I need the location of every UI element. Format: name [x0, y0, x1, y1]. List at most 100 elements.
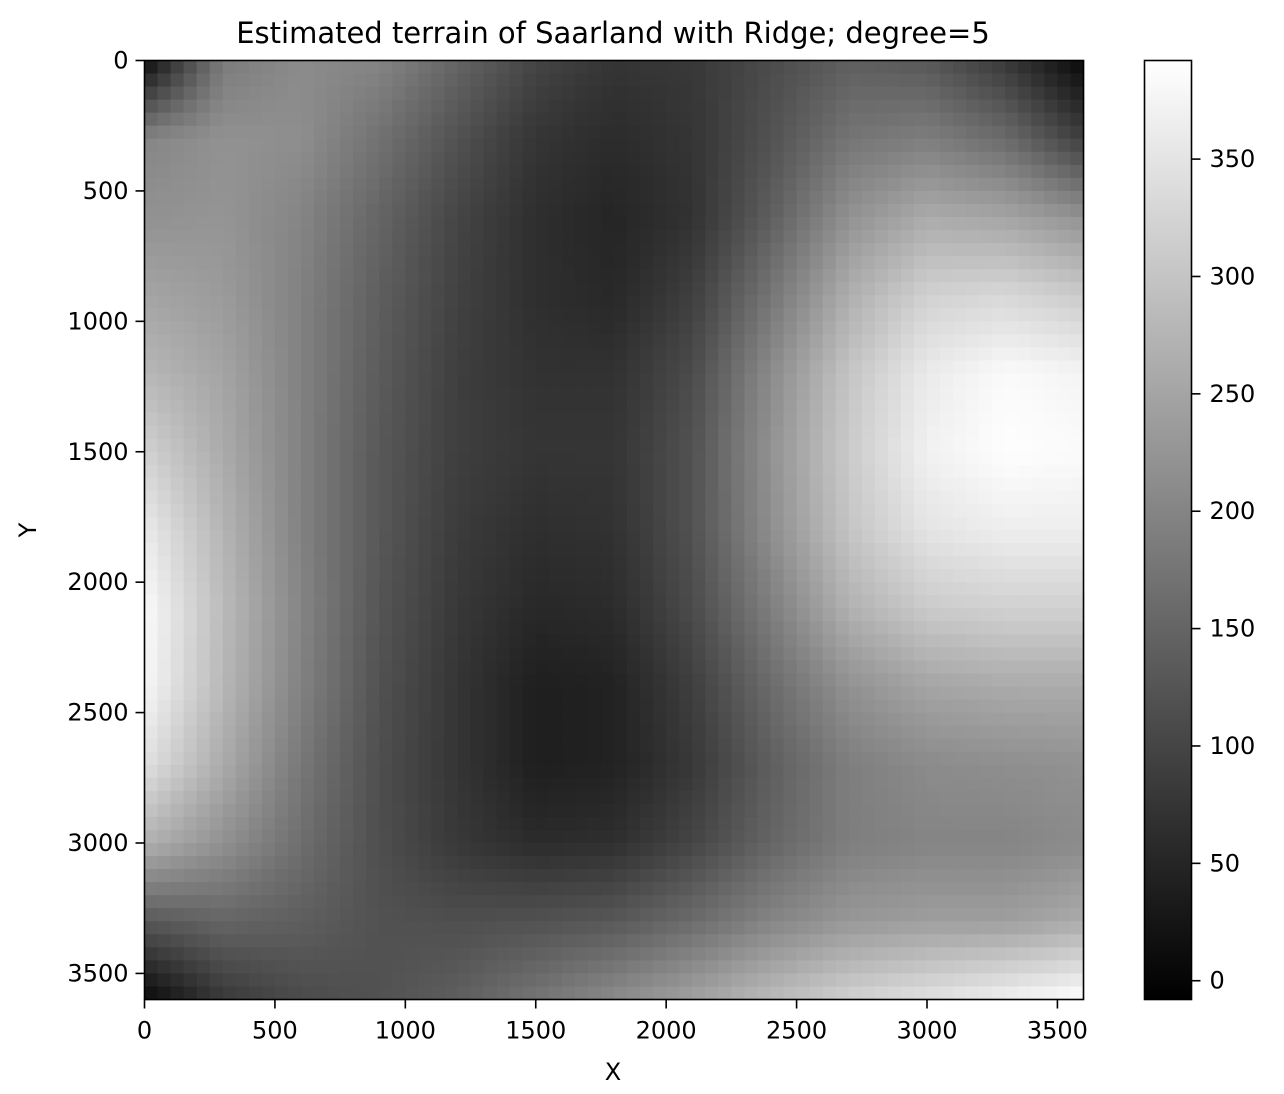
- heatmap-cell: [913, 947, 928, 961]
- heatmap-cell: [783, 282, 798, 296]
- heatmap-cell: [679, 908, 693, 922]
- heatmap-cell: [287, 725, 302, 740]
- heatmap-cell: [209, 582, 224, 596]
- heatmap-cell: [431, 125, 446, 140]
- heatmap-cell: [1005, 843, 1019, 857]
- heatmap-cell: [287, 608, 302, 622]
- heatmap-cell: [1044, 243, 1059, 257]
- heatmap-cell: [913, 334, 928, 349]
- heatmap-cell: [379, 869, 393, 883]
- heatmap-cell: [1005, 360, 1019, 375]
- heatmap-cell: [1005, 569, 1019, 583]
- heatmap-cell: [353, 177, 367, 192]
- heatmap-cell: [235, 308, 250, 322]
- heatmap-cell: [522, 438, 537, 453]
- heatmap-cell: [405, 856, 419, 870]
- heatmap-cell: [340, 321, 354, 335]
- heatmap-cell: [353, 595, 367, 609]
- heatmap-cell: [887, 60, 902, 75]
- heatmap-cell: [183, 777, 198, 792]
- heatmap-cell: [770, 803, 785, 818]
- heatmap-cell: [561, 608, 576, 622]
- heatmap-cell: [1018, 177, 1032, 192]
- heatmap-cell: [966, 425, 980, 440]
- heatmap-cell: [953, 321, 967, 335]
- heatmap-cell: [248, 751, 263, 766]
- heatmap-cell: [483, 177, 498, 192]
- heatmap-cell: [392, 125, 406, 140]
- heatmap-cell: [614, 569, 628, 583]
- heatmap-cell: [379, 112, 393, 127]
- heatmap-cell: [379, 582, 393, 596]
- heatmap-cell: [874, 190, 889, 205]
- heatmap-cell: [822, 86, 837, 101]
- heatmap-cell: [992, 334, 1006, 349]
- heatmap-cell: [196, 438, 211, 453]
- heatmap-cell: [483, 203, 498, 218]
- heatmap-cell: [783, 360, 798, 375]
- heatmap-cell: [705, 112, 719, 127]
- heatmap-cell: [809, 660, 824, 675]
- heatmap-cell: [874, 230, 889, 244]
- heatmap-cell: [548, 425, 563, 440]
- heatmap-cell: [966, 647, 980, 662]
- heatmap-cell: [235, 86, 250, 101]
- heatmap-cell: [718, 829, 732, 844]
- heatmap-cell: [718, 647, 732, 662]
- heatmap-cell: [222, 816, 237, 831]
- heatmap-cell: [940, 843, 954, 857]
- heatmap-cell: [170, 295, 185, 309]
- heatmap-cell: [535, 725, 550, 740]
- heatmap-cell: [196, 556, 211, 570]
- heatmap-cell: [966, 738, 980, 753]
- heatmap-cell: [274, 399, 289, 414]
- heatmap-cell: [587, 895, 602, 909]
- heatmap-cell: [835, 425, 850, 440]
- heatmap-cell: [222, 451, 237, 466]
- heatmap-cell: [287, 256, 302, 270]
- heatmap-cell: [366, 608, 380, 622]
- heatmap-cell: [770, 86, 785, 101]
- heatmap-cell: [235, 921, 250, 935]
- heatmap-cell: [340, 503, 354, 518]
- heatmap-cell: [444, 386, 459, 401]
- heatmap-cell: [705, 530, 719, 544]
- heatmap-cell: [314, 451, 328, 466]
- heatmap-cell: [1031, 425, 1045, 440]
- heatmap-cell: [457, 177, 472, 192]
- heatmap-cell: [457, 60, 472, 75]
- heatmap-cell: [744, 60, 759, 75]
- heatmap-cell: [848, 895, 863, 909]
- heatmap-cell: [979, 464, 993, 479]
- heatmap-cell: [196, 503, 211, 518]
- heatmap-cell: [431, 908, 446, 922]
- heatmap-cell: [509, 282, 524, 296]
- heatmap-cell: [287, 308, 302, 322]
- heatmap-cell: [470, 464, 485, 479]
- heatmap-cell: [144, 530, 159, 544]
- heatmap-cell: [731, 712, 746, 727]
- heatmap-cell: [1070, 151, 1085, 166]
- heatmap-cell: [470, 490, 485, 505]
- heatmap-cell: [261, 151, 276, 166]
- heatmap-cell: [157, 634, 172, 648]
- heatmap-cell: [392, 438, 406, 453]
- heatmap-cell: [157, 60, 172, 75]
- heatmap-cell: [940, 530, 954, 544]
- heatmap-cell: [927, 60, 941, 75]
- heatmap-cell: [548, 764, 563, 779]
- heatmap-cell: [392, 477, 406, 492]
- heatmap-plot-area: [143, 59, 1085, 1001]
- heatmap-cell: [744, 686, 759, 701]
- heatmap-cell: [522, 490, 537, 505]
- heatmap-cell: [1044, 516, 1059, 531]
- heatmap-cell: [418, 843, 433, 857]
- heatmap-cell: [1044, 803, 1059, 818]
- heatmap-cell: [913, 921, 928, 935]
- heatmap-cell: [470, 256, 485, 270]
- heatmap-cell: [379, 347, 393, 362]
- heatmap-cell: [966, 543, 980, 557]
- heatmap-cell: [457, 621, 472, 635]
- heatmap-cell: [1057, 99, 1072, 114]
- heatmap-cell: [1031, 73, 1045, 88]
